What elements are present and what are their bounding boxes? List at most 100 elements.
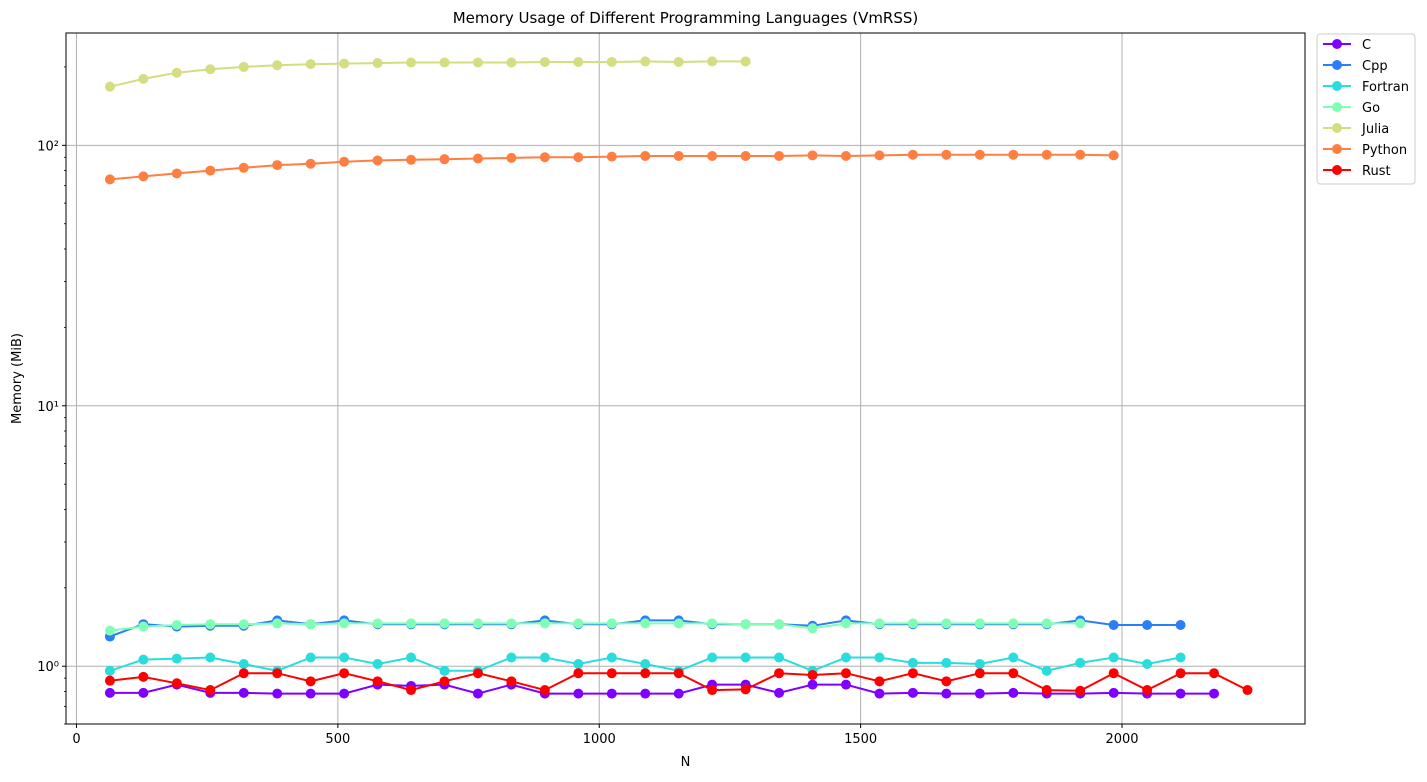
legend-item-go: Go <box>1323 101 1380 116</box>
data-point-python <box>774 151 785 162</box>
data-point-julia <box>305 59 316 70</box>
data-point-python <box>573 152 584 163</box>
data-point-rust <box>406 685 417 696</box>
data-point-fortran <box>740 652 751 663</box>
data-point-go <box>138 621 149 632</box>
data-point-rust <box>472 668 483 679</box>
data-point-fortran <box>305 652 316 663</box>
data-point-rust <box>372 676 383 687</box>
data-point-rust <box>640 668 651 679</box>
data-point-go <box>640 618 651 629</box>
data-point-python <box>1108 150 1119 161</box>
data-point-julia <box>573 56 584 67</box>
data-point-go <box>205 619 216 630</box>
data-point-go <box>406 618 417 629</box>
data-point-julia <box>506 57 517 68</box>
legend-marker <box>1332 165 1342 175</box>
data-point-python <box>907 149 918 160</box>
legend-label: Cpp <box>1362 59 1388 74</box>
data-point-fortran <box>372 658 383 669</box>
data-point-fortran <box>774 652 785 663</box>
data-point-rust <box>1008 668 1019 679</box>
data-point-python <box>305 158 316 169</box>
series-layer <box>104 56 1253 699</box>
data-point-python <box>104 174 115 185</box>
data-point-rust <box>907 668 918 679</box>
data-point-python <box>1008 149 1019 160</box>
legend-item-c: C <box>1323 38 1371 53</box>
data-point-c <box>1108 687 1119 698</box>
data-point-go <box>774 619 785 630</box>
data-point-go <box>907 618 918 629</box>
data-point-python <box>640 151 651 162</box>
data-point-rust <box>205 685 216 696</box>
series-python <box>104 149 1119 185</box>
data-point-julia <box>707 56 718 67</box>
data-point-go <box>171 619 182 630</box>
legend: C Cpp Fortran Go Julia Python Rust <box>1316 33 1416 185</box>
data-point-python <box>740 151 751 162</box>
data-point-julia <box>372 58 383 69</box>
data-point-fortran <box>840 652 851 663</box>
data-point-rust <box>707 685 718 696</box>
data-point-rust <box>439 676 450 687</box>
legend-marker <box>1332 144 1342 154</box>
x-axis-title: N <box>681 755 691 770</box>
data-point-python <box>171 168 182 179</box>
data-point-c <box>104 687 115 698</box>
data-point-c <box>874 688 885 699</box>
data-point-julia <box>472 57 483 68</box>
data-point-rust <box>506 676 517 687</box>
data-point-rust <box>807 670 818 681</box>
data-point-rust <box>573 668 584 679</box>
data-point-c <box>272 688 283 699</box>
series-fortran <box>104 652 1186 676</box>
data-point-python <box>807 150 818 161</box>
data-point-rust <box>1242 685 1253 696</box>
data-point-rust <box>740 684 751 695</box>
data-point-go <box>238 619 249 630</box>
data-point-fortran <box>907 657 918 668</box>
data-point-go <box>472 618 483 629</box>
data-point-c <box>305 688 316 699</box>
data-point-fortran <box>941 657 952 668</box>
legend-item-julia: Julia <box>1323 122 1389 137</box>
data-point-julia <box>439 57 450 68</box>
data-point-rust <box>774 668 785 679</box>
data-point-c <box>941 688 952 699</box>
series-line-c <box>109 683 1214 695</box>
data-point-python <box>339 156 350 167</box>
data-point-python <box>1041 149 1052 160</box>
x-tick-label: 2000 <box>1105 732 1138 747</box>
data-point-rust <box>1041 685 1052 696</box>
data-point-fortran <box>104 665 115 676</box>
data-point-julia <box>205 64 216 75</box>
data-point-fortran <box>707 652 718 663</box>
data-point-rust <box>673 668 684 679</box>
data-point-go <box>807 623 818 634</box>
data-point-fortran <box>1142 658 1153 669</box>
chart-title: Memory Usage of Different Programming La… <box>453 9 919 27</box>
data-point-julia <box>606 56 617 67</box>
data-point-go <box>974 618 985 629</box>
data-point-python <box>606 151 617 162</box>
data-point-python <box>539 152 550 163</box>
plot-area-frame <box>65 32 1306 725</box>
data-point-c <box>606 688 617 699</box>
data-point-fortran <box>874 652 885 663</box>
data-point-c <box>774 687 785 698</box>
series-c <box>104 679 1220 699</box>
data-point-go <box>272 618 283 629</box>
data-point-go <box>104 625 115 636</box>
legend-marker <box>1332 102 1342 112</box>
data-point-go <box>707 618 718 629</box>
data-point-rust <box>1108 668 1119 679</box>
legend-box <box>1316 33 1416 185</box>
data-point-rust <box>1209 668 1220 679</box>
data-point-fortran <box>506 652 517 663</box>
data-point-c <box>840 679 851 690</box>
y-tick-label: 10¹ <box>37 400 59 415</box>
y-tick-label: 10⁰ <box>37 660 59 675</box>
legend-label: Rust <box>1362 164 1391 179</box>
data-point-julia <box>339 58 350 69</box>
